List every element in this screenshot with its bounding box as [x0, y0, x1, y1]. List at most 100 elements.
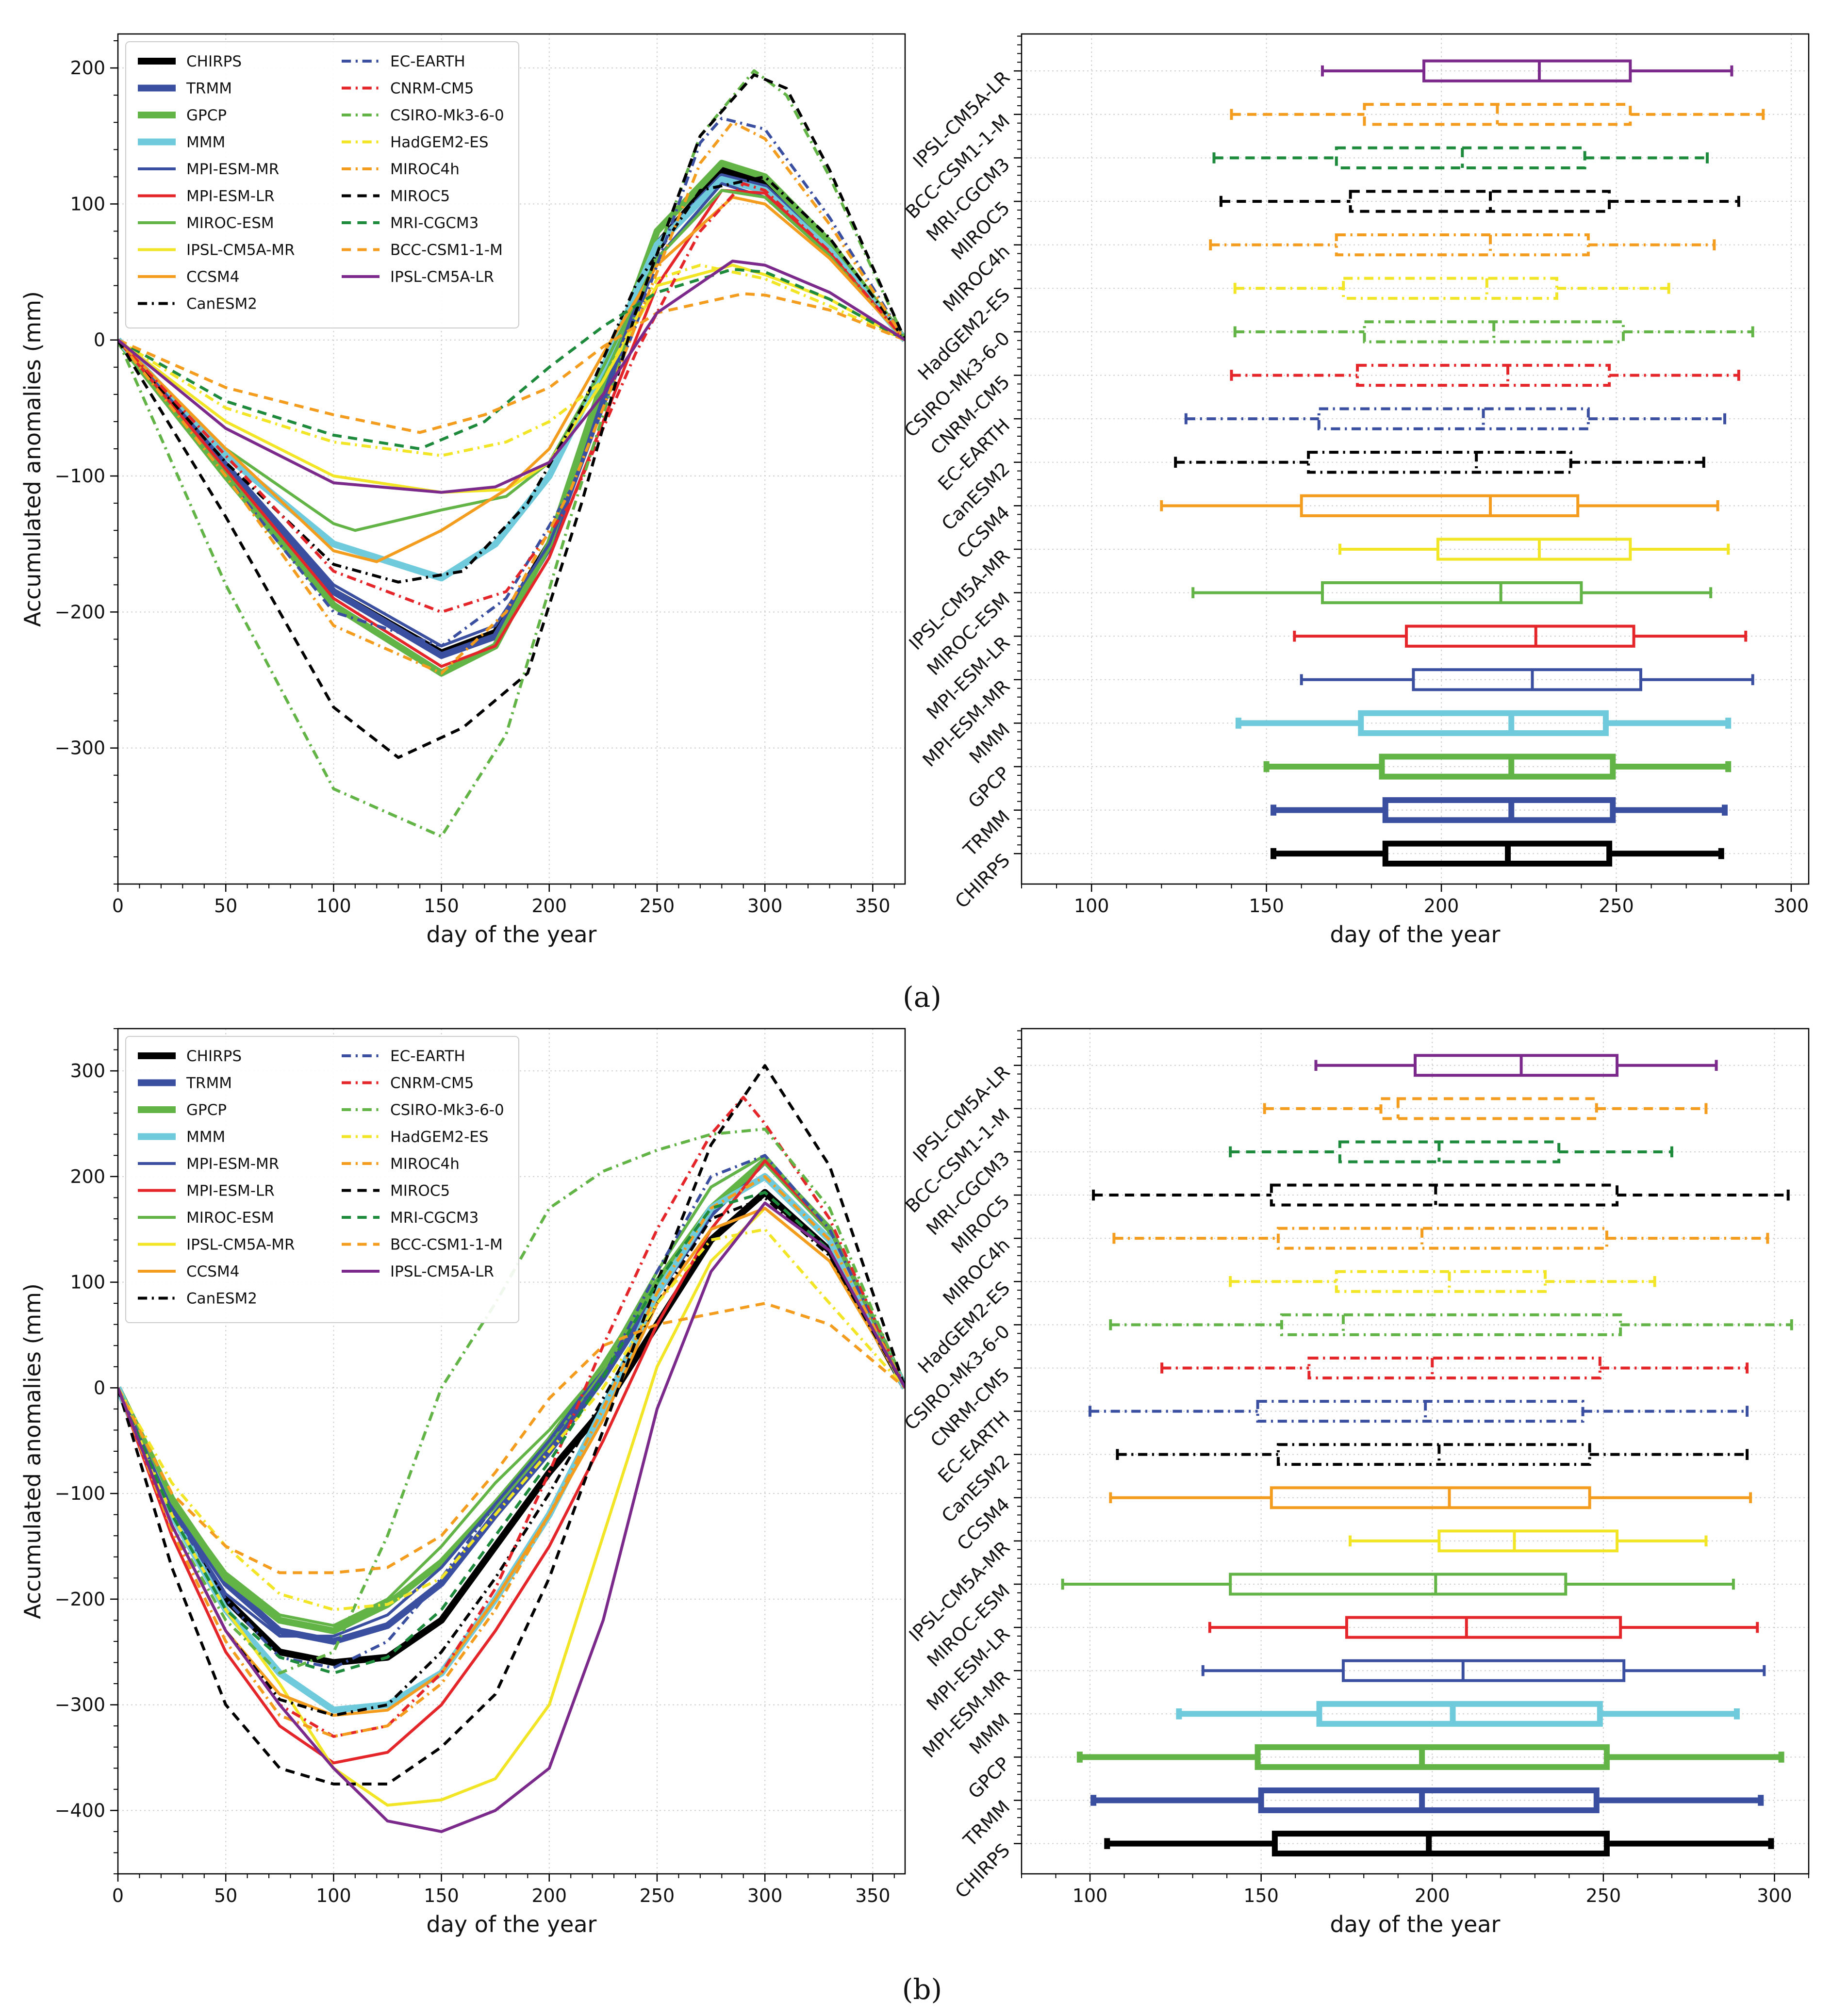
box-ipsl-cm5a-lr [1320, 59, 1733, 82]
iqr-box [1280, 1313, 1622, 1336]
x-axis-label: day of the year [1330, 921, 1501, 948]
legend-label-cnrm-cm5: CNRM-CM5 [390, 80, 474, 98]
box-chirps [1104, 1831, 1774, 1857]
box-gpcp [1263, 754, 1732, 780]
x-tick-label: 300 [747, 1885, 783, 1906]
panel-b-line-chart: 0 50 100 150 200 250 300 350 day of the year −400… [19, 1028, 906, 1937]
iqr-box [1335, 233, 1590, 257]
legend-label-mri-cgcm3: MRI-CGCM3 [390, 1209, 479, 1227]
legend-label-ipsl-cm5a-mr: IPSL-CM5A-MR [186, 1236, 295, 1254]
series-line-miroc5 [118, 73, 905, 759]
y-tick-label: −200 [55, 601, 105, 623]
box-csiro-mk3-6-0 [1109, 1313, 1793, 1336]
x-tick-label: 250 [1599, 895, 1634, 917]
box-hadgem2-es [1229, 1270, 1656, 1293]
legend [125, 1036, 519, 1323]
iqr-box [1307, 451, 1572, 474]
x-axis-label: day of the year [427, 1911, 597, 1937]
box-trmm [1090, 1787, 1764, 1814]
iqr-box [1254, 1744, 1610, 1770]
y-tick-label: −300 [55, 738, 105, 759]
box-mri-cgcm3 [1212, 146, 1709, 170]
legend-label-ccsm4: CCSM4 [186, 268, 239, 286]
x-tick-label: 50 [214, 1885, 237, 1906]
iqr-box [1341, 1659, 1626, 1682]
panel-label-b: (b) [902, 1973, 942, 2006]
iqr-box [1335, 1270, 1547, 1293]
legend-label-ec-earth: EC-EARTH [390, 1048, 465, 1065]
y-tick-label: 100 [70, 193, 105, 214]
iqr-box [1338, 1140, 1561, 1164]
iqr-box [1276, 1227, 1608, 1250]
legend-label-chirps: CHIRPS [186, 53, 242, 70]
x-tick-label: 250 [1586, 1885, 1621, 1906]
box-hadgem2-es [1233, 277, 1670, 300]
series-line-ipsl-cm5a-lr [118, 260, 905, 494]
panel-a-line-chart: 0 50 100 150 200 250 300 350 day of the year −300… [19, 33, 906, 948]
x-tick-label: 250 [640, 895, 675, 917]
iqr-box [1335, 146, 1586, 170]
box-miroc4h [1112, 1227, 1769, 1250]
iqr-box [1358, 710, 1609, 737]
series-line-csiro-mk3-6-0 [118, 69, 905, 838]
legend-label-mpi-esm-mr: MPI-ESM-MR [186, 1155, 279, 1173]
iqr-box [1422, 59, 1632, 82]
x-tick-label: 150 [1249, 895, 1284, 917]
x-tick-label: 350 [855, 895, 891, 917]
box-ec-earth [1184, 407, 1726, 430]
legend-label-gpcp: GPCP [186, 107, 227, 124]
x-tick-label: 200 [1424, 895, 1459, 917]
legend-label-ipsl-cm5a-lr: IPSL-CM5A-LR [390, 268, 494, 286]
series-line-mpi-esm-lr [118, 1159, 905, 1765]
y-tick-label: −400 [55, 1800, 105, 1821]
y-tick-label: −200 [55, 1589, 105, 1610]
panel-label-a: (a) [903, 981, 941, 1014]
legend-label-mpi-esm-lr: MPI-ESM-LR [186, 1182, 275, 1200]
series-line-ec-earth [118, 116, 905, 648]
x-tick-label: 300 [747, 895, 783, 917]
box-csiro-mk3-6-0 [1233, 320, 1754, 344]
series-line-hadgem2-es [118, 263, 905, 457]
series-line-miroc4h [118, 1175, 905, 1738]
series-line-ccsm4 [118, 196, 905, 563]
box-ipsl-cm5a-lr [1314, 1054, 1718, 1077]
box-mmm [1176, 1701, 1740, 1727]
legend-label-csiro-mk3-6-0: CSIRO-Mk3-6-0 [390, 1101, 504, 1119]
x-tick-label: 150 [424, 895, 459, 917]
x-tick-label: 200 [1415, 1885, 1450, 1906]
box-bcc-csm1-1-m [1230, 103, 1765, 126]
x-tick-label: 150 [424, 1885, 459, 1906]
legend-label-miroc5: MIROC5 [390, 1182, 450, 1200]
legend-label-bcc-csm1-1-m: BCC-CSM1-1-M [390, 242, 503, 259]
x-tick-label: 100 [316, 1885, 351, 1906]
legend-label-gpcp: GPCP [186, 1101, 227, 1119]
x-tick-label: 50 [214, 895, 237, 917]
box-mmm [1235, 710, 1732, 737]
box-miroc5 [1219, 190, 1740, 213]
iqr-box [1382, 797, 1616, 823]
y-tick-label: −100 [55, 465, 105, 487]
box-bcc-csm1-1-m [1263, 1097, 1708, 1120]
legend-label-miroc-esm: MIROC-ESM [186, 214, 274, 232]
box-ipsl-cm5a-mr [1338, 538, 1730, 561]
iqr-box [1256, 1400, 1584, 1423]
iqr-box [1412, 668, 1642, 691]
x-axis-label: day of the year [427, 921, 597, 948]
legend-label-chirps: CHIRPS [186, 1048, 242, 1065]
legend-label-mmm: MMM [186, 134, 225, 151]
legend-label-ccsm4: CCSM4 [186, 1263, 239, 1280]
legend [125, 41, 519, 328]
iqr-box [1307, 1356, 1601, 1379]
box-ipsl-cm5a-mr [1349, 1529, 1708, 1553]
series-line-ec-earth [118, 1154, 905, 1670]
box-ccsm4 [1109, 1486, 1752, 1509]
box-canesm2 [1116, 1443, 1749, 1466]
box-miroc4h [1209, 233, 1716, 257]
iqr-box [1356, 363, 1611, 387]
x-tick-label: 300 [1774, 895, 1809, 917]
legend-label-trmm: TRMM [186, 1075, 232, 1092]
box-mpi-esm-lr [1208, 1616, 1759, 1639]
series-line-ipsl-cm5a-mr [118, 263, 905, 494]
y-tick-label: 100 [70, 1272, 105, 1293]
